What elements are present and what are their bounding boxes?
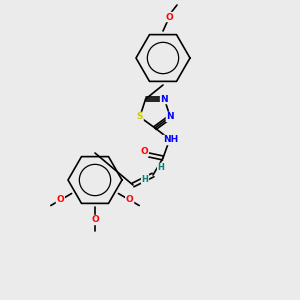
Text: O: O: [165, 13, 173, 22]
Text: O: O: [91, 215, 99, 224]
Text: H: H: [158, 164, 164, 172]
Text: O: O: [126, 196, 134, 205]
Text: NH: NH: [164, 136, 178, 145]
Text: N: N: [167, 112, 174, 122]
Text: N: N: [160, 94, 168, 103]
Text: S: S: [136, 112, 143, 122]
Text: O: O: [140, 148, 148, 157]
Text: H: H: [142, 175, 148, 184]
Text: O: O: [56, 196, 64, 205]
